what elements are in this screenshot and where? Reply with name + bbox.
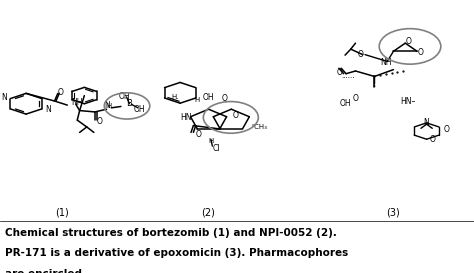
Text: (1): (1): [55, 208, 69, 218]
Text: O: O: [353, 94, 358, 103]
Text: O: O: [233, 111, 239, 120]
Text: "CH₃: "CH₃: [251, 124, 267, 130]
Text: N: N: [424, 118, 429, 127]
Text: (2): (2): [201, 208, 216, 218]
Text: NH: NH: [381, 58, 392, 67]
Text: N: N: [1, 93, 7, 102]
Text: NH: NH: [71, 99, 82, 107]
Text: (3): (3): [386, 208, 401, 218]
Text: O: O: [97, 117, 102, 126]
Text: N: N: [105, 101, 110, 109]
Text: HN: HN: [180, 113, 191, 122]
Text: B: B: [127, 99, 132, 108]
Text: H: H: [194, 97, 200, 103]
Text: are encircled: are encircled: [5, 269, 82, 273]
Text: PR-171 is a derivative of epoxomicin (3). Pharmacophores: PR-171 is a derivative of epoxomicin (3)…: [5, 248, 348, 259]
Text: HN–: HN–: [400, 97, 415, 105]
Text: Cl: Cl: [212, 144, 220, 153]
Text: OH: OH: [119, 92, 130, 100]
Text: O: O: [357, 50, 363, 59]
Text: O: O: [337, 68, 342, 77]
Text: OH: OH: [134, 105, 146, 114]
Text: O: O: [221, 94, 227, 103]
Text: O: O: [429, 135, 435, 144]
Text: OH: OH: [339, 99, 351, 108]
Text: OH: OH: [203, 93, 214, 102]
Text: O: O: [58, 88, 64, 96]
Text: ......: ......: [342, 73, 355, 79]
Text: H: H: [106, 103, 111, 109]
Text: Chemical structures of bortezomib (1) and NPI-0052 (2).: Chemical structures of bortezomib (1) an…: [5, 228, 337, 238]
Text: O: O: [418, 48, 423, 57]
Text: H.: H.: [172, 94, 179, 100]
Text: N: N: [45, 105, 51, 114]
Text: H: H: [208, 138, 214, 144]
Text: O: O: [195, 130, 201, 139]
Text: O: O: [444, 125, 449, 134]
Text: O: O: [406, 37, 412, 46]
